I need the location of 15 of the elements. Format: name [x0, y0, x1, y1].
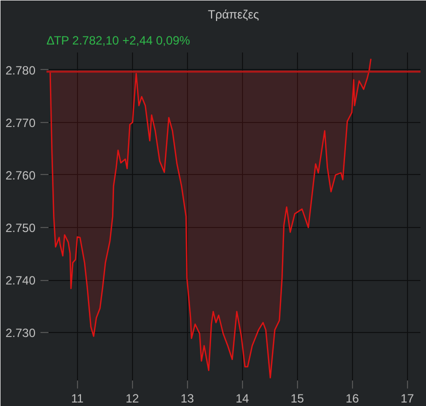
x-tick-label: 17: [400, 392, 414, 406]
chart-title: Τράπεζες: [208, 8, 260, 22]
x-tick-label: 13: [180, 392, 194, 406]
y-tick-label: 2.730: [5, 326, 36, 340]
x-tick-label: 12: [126, 392, 140, 406]
y-tick-label: 2.760: [5, 168, 36, 182]
x-tick-label: 14: [236, 392, 250, 406]
y-tick-label: 2.770: [5, 116, 36, 130]
y-tick-label: 2.740: [5, 274, 36, 288]
x-tick-label: 15: [290, 392, 304, 406]
y-tick-label: 2.750: [5, 220, 36, 235]
x-tick-label: 11: [71, 392, 84, 406]
y-tick-label: 2.780: [5, 63, 36, 78]
chart-subtitle: ΔΤΡ 2.782,10 +2,44 0,09%: [46, 34, 190, 48]
x-tick-label: 16: [346, 392, 360, 406]
